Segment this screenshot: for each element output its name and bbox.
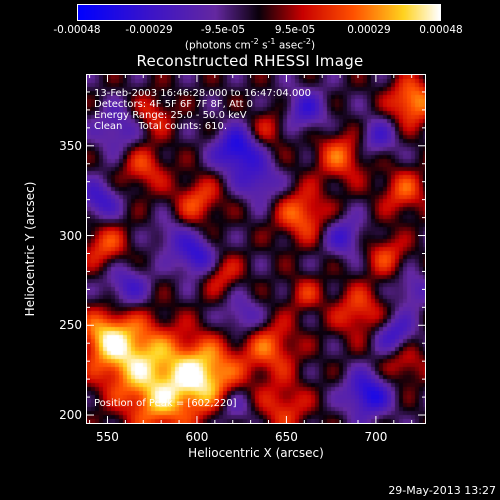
plot-area [86, 74, 426, 424]
colorbar-tick-label: -9.5e-05 [200, 24, 246, 36]
y-tick-label: 250 [59, 318, 82, 333]
x-tick-label: 550 [96, 430, 119, 444]
colorbar-tick-label: 9.5e-05 [274, 24, 316, 36]
annotation-clean-counts: Clean Total counts: 610. [94, 121, 228, 132]
x-axis-label: Heliocentric X (arcsec) [188, 446, 324, 460]
colorbar [77, 4, 441, 21]
colorbar-unit-label: (photons cm-2 s-1 asec-2) [184, 37, 316, 52]
x-tick-label: 600 [185, 430, 209, 444]
heatmap-image [87, 75, 425, 423]
annotation-time-range: 13-Feb-2003 16:46:28.000 to 16:47:04.000 [94, 88, 312, 99]
y-tick-label: 200 [59, 408, 82, 423]
y-tick-label: 350 [59, 138, 82, 153]
annotation-peak-position: Position of Peak = [602,220] [94, 398, 237, 409]
colorbar-tick-label: 0.00048 [419, 24, 463, 36]
colorbar-tick-label: -0.00048 [53, 24, 101, 36]
x-tick-label: 650 [274, 430, 298, 444]
annotation-energy-range: Energy Range: 25.0 - 50.0 keV [94, 110, 247, 121]
chart-title: Reconstructed RHESSI Image [136, 52, 364, 70]
timestamp: 29-May-2013 13:27 [388, 484, 496, 497]
x-tick-label: 700 [364, 430, 388, 444]
y-tick-label: 300 [59, 228, 82, 243]
colorbar-tick-label: 0.00029 [347, 24, 391, 36]
y-axis-label: Heliocentric Y (arcsec) [23, 181, 37, 317]
colorbar-tick-label: -0.00029 [125, 24, 173, 36]
annotation-detectors: Detectors: 4F 5F 6F 7F 8F, Att 0 [94, 99, 254, 110]
